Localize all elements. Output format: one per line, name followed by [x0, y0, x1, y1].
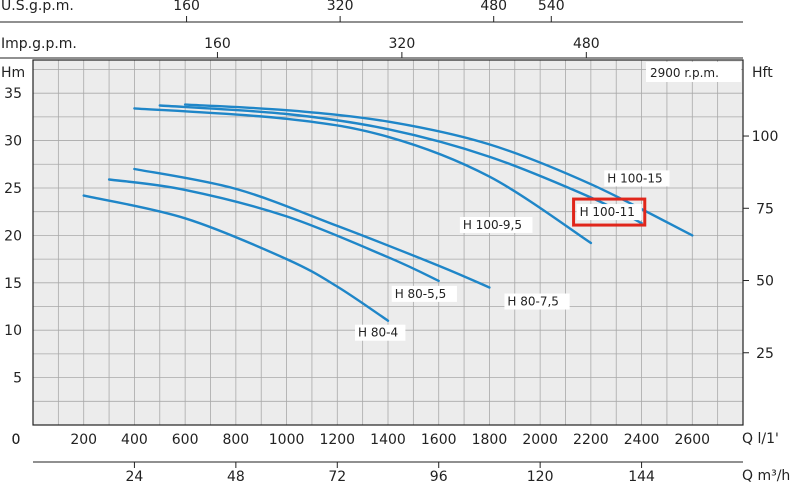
x-bottom-tick-label: 1000 — [269, 432, 305, 448]
curve-h-80-7-5 — [133, 167, 491, 289]
curve-label-bg-h-100-15 — [604, 170, 670, 187]
x-bottom-tick-label: 400 — [121, 432, 148, 448]
m3h-tick-label: 48 — [227, 469, 245, 485]
curve-label-h-100-9-5: H 100-9,5 — [463, 218, 522, 232]
y-right-tick-label: 50 — [756, 274, 774, 290]
curve-label-bg-h-80-5-5 — [391, 285, 457, 302]
x-bottom-tick-label: 600 — [172, 432, 199, 448]
y-left-tick-label: 10 — [4, 323, 22, 339]
curve-label-h-100-15: H 100-15 — [607, 171, 662, 185]
usgpm-ticks: 160 320 480 540 — [173, 0, 565, 22]
plot-frame — [32, 59, 744, 426]
impgpm-tick-label: 160 — [204, 36, 231, 52]
x-bottom-tick-label: 2200 — [573, 432, 609, 448]
m3h-tick-label: 24 — [126, 469, 144, 485]
x-bottom-ticks: 0 200 400 600 800 1000 1200 1400 1600 1800 2000 220… — [12, 432, 711, 448]
y-right-tick-label: 75 — [756, 201, 774, 217]
x-bottom-tick-label: 2600 — [674, 432, 710, 448]
x-bottom-tick-label: 1800 — [472, 432, 508, 448]
curve-label-h-100-11: H 100-11 — [580, 205, 635, 219]
m3h-unit-label: Q m³/h — [742, 468, 790, 484]
curve-h-100-15 — [183, 103, 694, 237]
x-bottom-tick-label: 1200 — [319, 432, 355, 448]
m3h-tick-label: 144 — [628, 469, 655, 485]
x-bottom-tick-label: 2400 — [624, 432, 660, 448]
y-left-tick-label: 30 — [4, 134, 22, 150]
x-bottom-tick-label: 1600 — [421, 432, 457, 448]
curve-h-100-11 — [158, 104, 643, 225]
usgpm-tick-label: 540 — [538, 0, 565, 14]
curve-labels: H 80-4 H 80-5,5 H 80-7,5 H 100-9,5 H 100-11 H… — [355, 170, 670, 341]
curve-label-bg-h-80-4 — [355, 324, 406, 341]
m3h-tick-label: 96 — [430, 469, 448, 485]
y-right-ticks: 25 50 75 100 — [743, 129, 778, 362]
y-left-tick-label: 35 — [4, 86, 22, 102]
curve-label-h-80-7-5: H 80-7,5 — [507, 295, 559, 309]
speed-label-box — [646, 62, 741, 82]
impgpm-tick-label: 320 — [389, 36, 416, 52]
y-left-ticks: 5 10 15 20 25 30 35 0 — [4, 86, 22, 448]
x-bottom-tick-label: 200 — [70, 432, 97, 448]
impgpm-tick-label: 480 — [573, 36, 600, 52]
m3h-ticks: 24 48 72 96 120 144 — [126, 462, 655, 485]
x-bottom-tick-label: 800 — [222, 432, 249, 448]
y-left-tick-label: 15 — [4, 276, 22, 292]
y-right-tick-label: 25 — [756, 346, 774, 362]
y-left-tick-label: 5 — [13, 371, 22, 387]
speed-label: 2900 r.p.m. — [650, 66, 719, 80]
grid — [33, 60, 743, 425]
curve-label-h-80-5-5: H 80-5,5 — [395, 287, 447, 301]
curve-label-bg-h-100-11 — [576, 204, 642, 221]
x-bottom-tick-label: 0 — [12, 432, 21, 448]
y-left-tick-label: 20 — [4, 228, 22, 244]
m3h-tick-label: 120 — [527, 469, 554, 485]
impgpm-unit-label: Imp.g.p.m. — [1, 36, 77, 52]
highlight-box — [572, 197, 647, 227]
impgpm-ticks: 160 320 480 — [204, 36, 600, 58]
curve-label-bg-h-80-7-5 — [504, 293, 570, 310]
curve-h-80-5-5 — [107, 178, 440, 283]
y-right-tick-label: 100 — [752, 129, 779, 145]
m3h-tick-label: 72 — [328, 469, 346, 485]
curves — [82, 103, 694, 322]
usgpm-unit-label: U.S.g.p.m. — [1, 0, 74, 14]
curve-label-bg-h-100-9-5 — [459, 216, 533, 233]
y-left-tick-label: 25 — [4, 181, 22, 197]
usgpm-tick-label: 480 — [480, 0, 507, 14]
curve-label-h-80-4: H 80-4 — [358, 326, 398, 340]
usgpm-tick-label: 320 — [327, 0, 354, 14]
curve-h-80-4 — [82, 194, 390, 322]
usgpm-tick-label: 160 — [173, 0, 200, 14]
curve-h-100-9-5 — [133, 107, 593, 245]
y-right-unit-label: Hft — [752, 65, 773, 81]
y-left-unit-label: Hm — [1, 65, 25, 81]
x-bottom-unit-label: Q l/1' — [742, 431, 779, 447]
x-bottom-tick-label: 1400 — [370, 432, 406, 448]
x-bottom-tick-label: 2000 — [522, 432, 558, 448]
y-left-tick-label: 0 — [12, 432, 21, 448]
